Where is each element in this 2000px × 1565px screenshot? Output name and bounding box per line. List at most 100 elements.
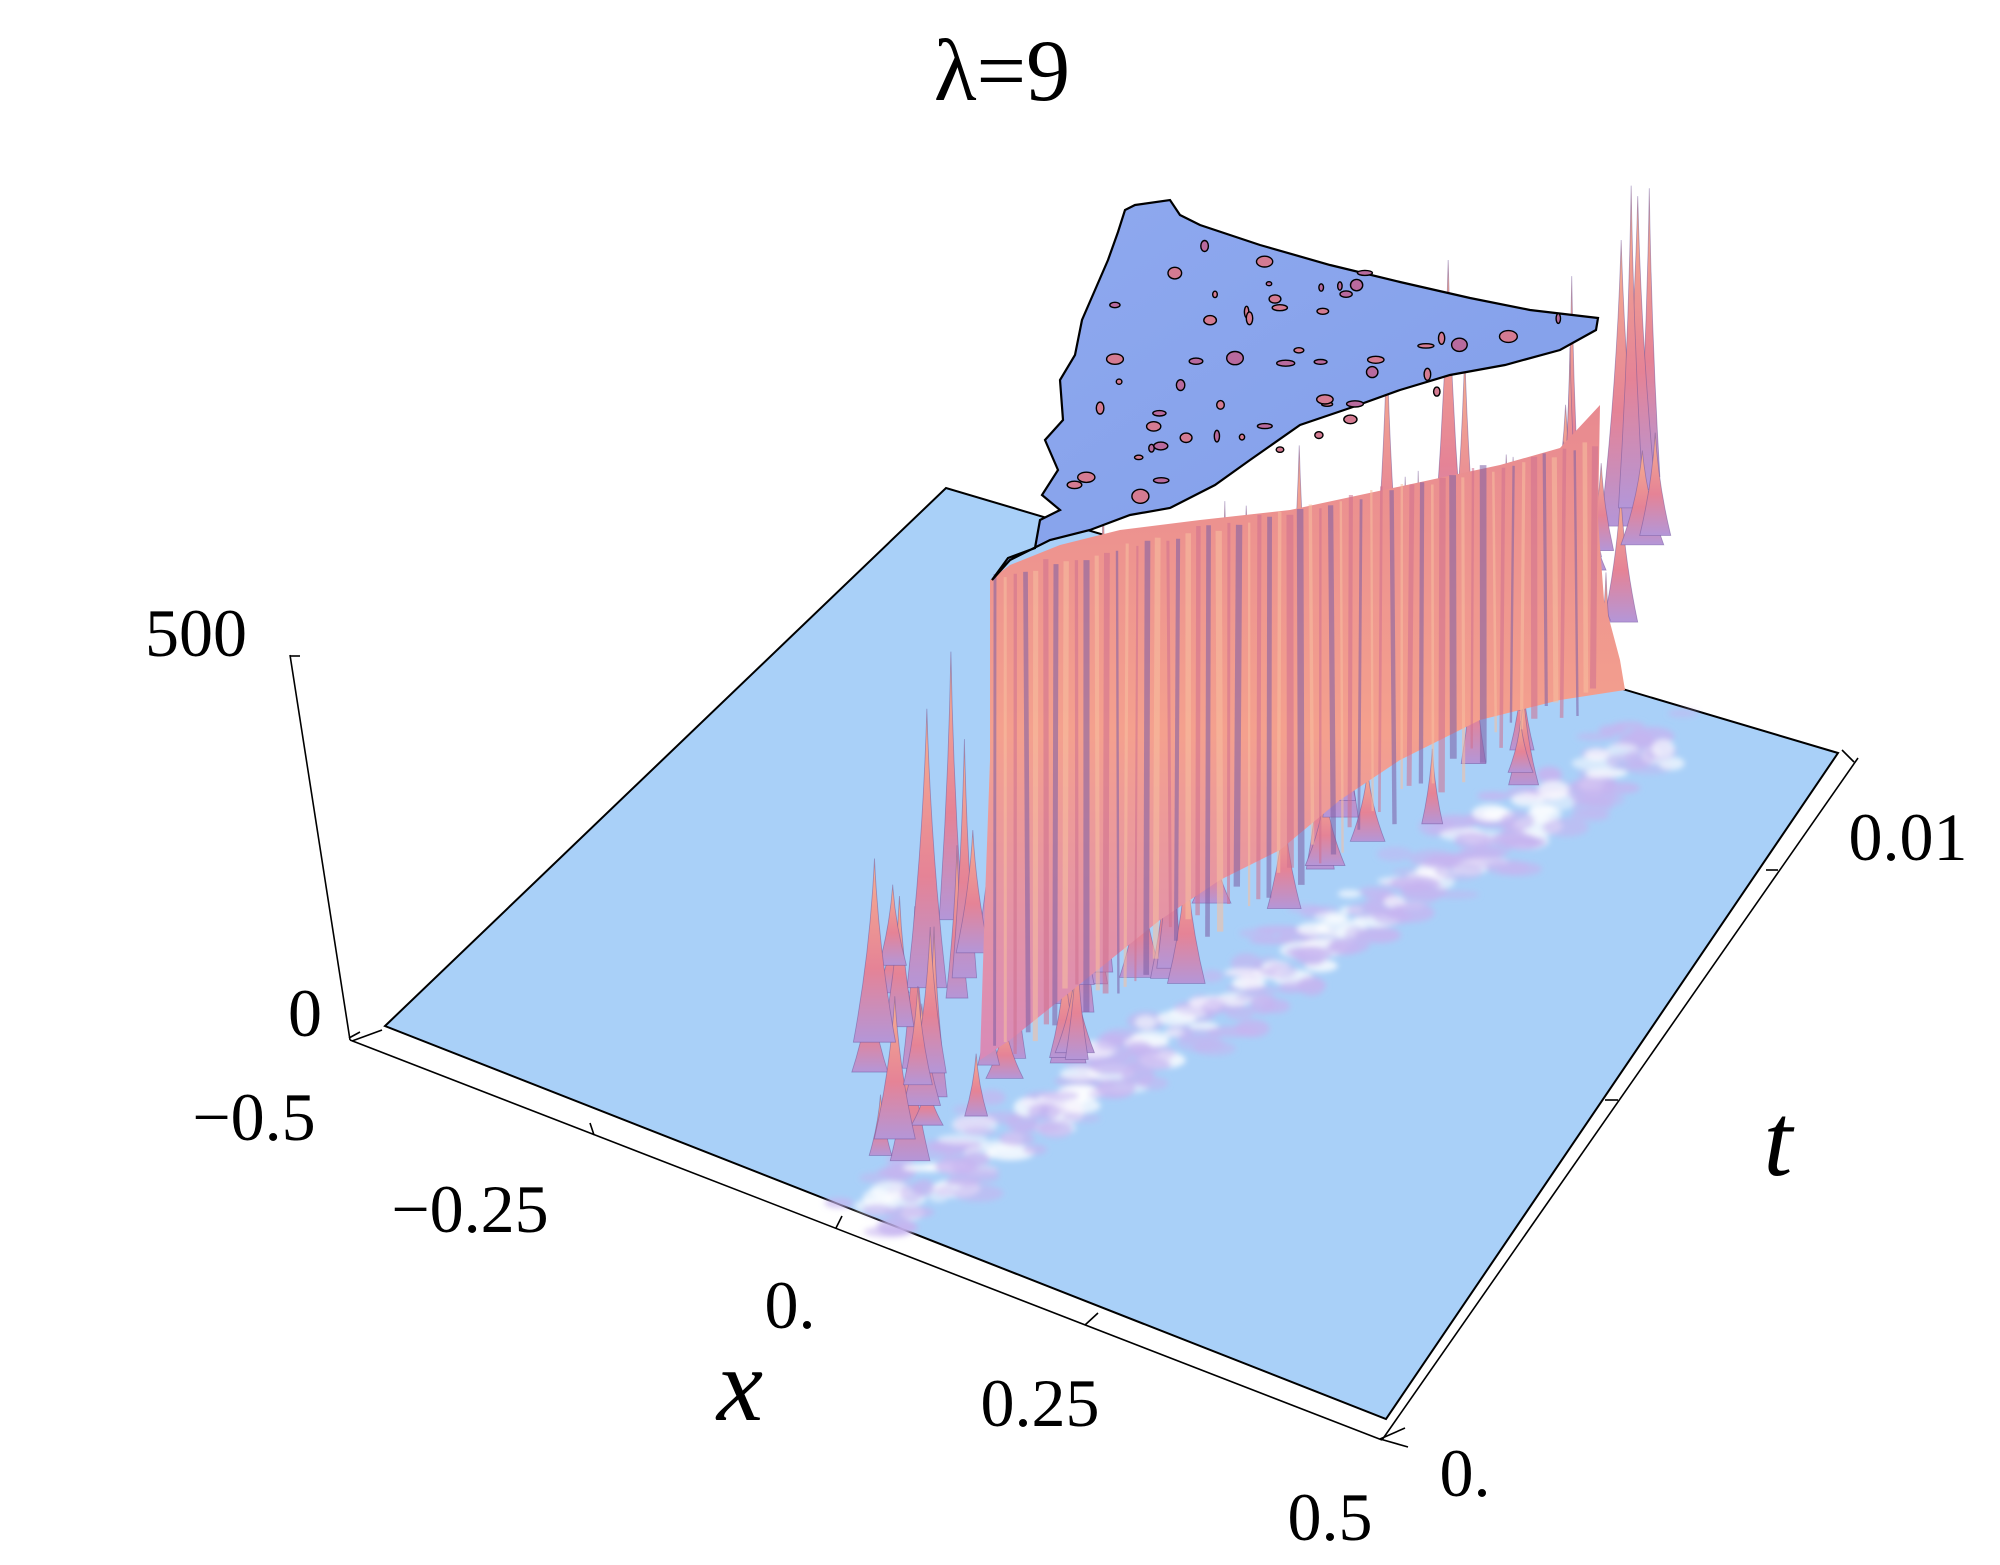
ripple [1200,969,1224,983]
surface-saturated-plateau [991,198,1600,581]
plateau-spot [1211,290,1218,299]
wall-ridge [1233,524,1243,887]
ripple [1090,1081,1115,1091]
ripple [884,1205,935,1219]
plateau-spot [1213,429,1221,443]
plateau-spot [1109,301,1121,309]
wall-ridge [1589,446,1599,689]
ripple [1354,927,1402,944]
plateau-spot [1356,269,1374,277]
plateau-spot [1095,401,1105,415]
ripple [934,1185,956,1197]
ripple [1314,911,1349,923]
plateau-spot [1316,394,1334,405]
ripple [1063,1098,1101,1114]
wall-ridge [1327,505,1337,855]
ripple [1290,946,1332,963]
plateau-spot [1275,359,1296,367]
wall-ridge [1431,484,1435,784]
ripple [1571,789,1617,806]
ripple [1023,1144,1048,1155]
z-tick-500: 500 [145,595,247,671]
ripple [862,1204,892,1217]
ripple [912,1179,935,1197]
wall-ridge [1152,537,1161,959]
x-tick-m0.25: −0.25 [391,1171,548,1247]
plateau-spot [1115,378,1123,386]
x-axis-line [349,1039,1383,1441]
plateau-spot [1153,441,1169,451]
ripple [1500,811,1535,831]
t-axis-line [1381,757,1859,1441]
z-axis-line [289,654,351,1041]
plateau-spot [1066,480,1083,490]
wall-ridge [1143,540,1151,975]
ripple [1126,1045,1160,1060]
ripple [1625,749,1655,767]
ripple [1358,886,1391,897]
plateau-spot [1268,294,1282,304]
plateau-spot [1245,311,1254,326]
ripple [985,1144,1036,1161]
axes-frame [289,654,1859,1441]
wall-ridge [1286,514,1294,868]
ripple [1337,889,1361,898]
wall-ridge [1173,538,1181,941]
plateau-spot [1423,367,1432,381]
wall-ridge [1266,516,1272,898]
ripple [1542,818,1589,837]
spike [878,884,907,966]
ripple [1027,1103,1061,1121]
wall-ridge [1519,462,1526,730]
wall-ridge [1370,489,1374,812]
plateau-spot [1152,409,1167,417]
ripple [1421,857,1463,869]
t-tick-0: 0. [1440,1435,1491,1511]
wall-ridge [1492,471,1498,733]
ripple [1329,937,1370,954]
wall-ridge [1542,453,1548,707]
wall-ridge [1559,448,1567,718]
ripple [1235,992,1277,1003]
plateau-spot [1450,337,1468,353]
ripple [1537,780,1570,800]
ripple [1476,791,1510,801]
spike [1639,432,1672,536]
ripple [1535,766,1563,784]
plateau-spot [1215,399,1225,410]
wall-ridge [1205,525,1211,937]
ripple [1584,748,1609,761]
plateau-spot [1238,433,1246,441]
ripple [1013,1122,1062,1133]
wall-ridge [1357,499,1363,830]
wall-ridge [1339,501,1344,853]
ripple [1059,1067,1101,1081]
ripple [1390,875,1441,892]
surface-wall-ridges [993,442,1599,1055]
wall-ridge [1195,525,1201,916]
plateau-spot [1432,386,1441,397]
plateau-spot [1145,420,1162,432]
ripple [1201,997,1227,1015]
wall-ridge [1094,555,1100,991]
x-tick-0.25: 0.25 [981,1365,1100,1441]
x-tick-0.5: 0.5 [1288,1479,1373,1555]
chart-title: λ=9 [934,23,1070,120]
wall-ridge [1551,457,1559,703]
spike [852,858,897,1043]
plateau-spot [1200,239,1210,253]
plateau-spot [1349,278,1364,292]
ripple [1041,1090,1080,1101]
wall-ridge [1308,504,1315,845]
ripple [1497,861,1543,877]
plateau-spot [1318,283,1325,292]
plateau-spot [1271,304,1289,312]
spike [906,708,948,989]
ripple [1135,1015,1157,1030]
ripple [962,1152,990,1166]
plateau-spot [1314,431,1324,440]
plateau-spot [1313,358,1328,366]
x-tick-0: 0. [765,1267,816,1343]
ripple [1376,846,1413,862]
plateau-spot [1175,379,1186,392]
